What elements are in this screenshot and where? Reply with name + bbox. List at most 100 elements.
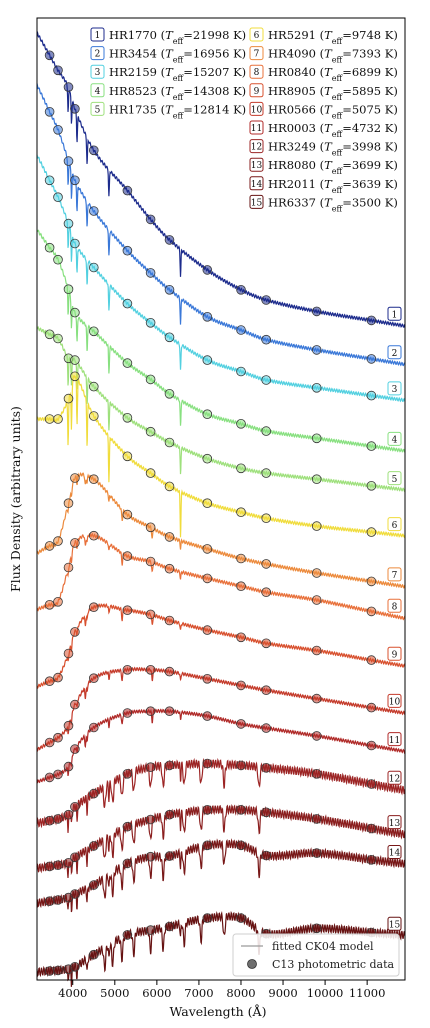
phot-point [89, 262, 99, 273]
series-legend: 1 HR1770 (Teff=21998 K) 2 HR3454 (Teff=1695… [90, 27, 398, 213]
legend-index-label: 4 [95, 87, 101, 97]
curve-index-box [387, 567, 402, 582]
phot-point [311, 568, 322, 578]
phot-point [122, 245, 133, 256]
legend-index-label: 9 [254, 87, 260, 97]
phot-point [236, 553, 246, 564]
phot-point [122, 185, 133, 196]
spectrum-line-11 [36, 708, 406, 784]
legend-index-label: 3 [95, 68, 101, 78]
curve-index-box [387, 598, 402, 613]
phot-point [202, 453, 213, 464]
legend-index-box [249, 83, 264, 98]
phot-point [164, 760, 175, 771]
curve-index-box [387, 770, 402, 785]
curve-index-label: 9 [392, 650, 398, 660]
phot-point [53, 192, 63, 203]
phot-point [145, 214, 156, 225]
phot-point [164, 563, 175, 574]
phot-point [63, 761, 74, 772]
phot-point [366, 823, 377, 834]
phot-point [44, 541, 55, 551]
phot-point [164, 235, 175, 245]
curve-index-label: 3 [392, 385, 398, 395]
phot-point [164, 615, 175, 626]
x-tick-label: 9000 [268, 986, 297, 1000]
legend-index-label: 11 [251, 124, 262, 134]
phot-point [311, 848, 322, 858]
legend-index-box [90, 64, 105, 79]
phot-point [145, 317, 156, 328]
legend-index-box [90, 27, 105, 42]
phot-point [164, 809, 175, 820]
phot-point [53, 254, 63, 265]
legend-index-box [249, 176, 264, 191]
phot-point [202, 913, 213, 923]
legend-entry-7: HR4090 (Teff=7393 K) [268, 47, 398, 65]
phot-point [261, 375, 272, 385]
curve-index-box [387, 646, 402, 661]
legend-index-box [249, 64, 264, 79]
phot-point [122, 708, 133, 718]
phot-point [53, 860, 63, 870]
phot-point [63, 648, 74, 659]
curve-index-label: 2 [392, 349, 398, 359]
curve-index-box [387, 517, 402, 532]
phot-point [261, 685, 272, 695]
legend-index-box [249, 139, 264, 154]
phot-point [236, 804, 246, 815]
phot-point [261, 295, 272, 305]
phot-point [236, 418, 246, 429]
curve-index-box [387, 815, 402, 830]
curve-index-label: 15 [389, 921, 401, 931]
legend-model-label: fitted CK04 model [272, 940, 374, 953]
model-data-legend: fitted CK04 model C13 photometric data [232, 933, 400, 977]
phot-point [202, 311, 213, 322]
x-tick-label: 6000 [142, 986, 171, 1000]
legend-data-label: C13 photometric data [272, 958, 395, 971]
curve-index-label: 1 [392, 310, 398, 320]
phot-point [261, 807, 272, 818]
phot-point [89, 602, 99, 612]
phot-point [164, 532, 175, 542]
phot-point [261, 638, 272, 649]
phot-point [145, 851, 156, 862]
legend-entry-10: HR0566 (Teff=5075 K) [268, 102, 398, 120]
phot-point [53, 814, 63, 824]
legend-entry-9: HR8905 (Teff=5895 K) [268, 84, 398, 102]
curve-index-label: 14 [389, 849, 401, 859]
phot-point [261, 513, 272, 523]
curve-index-label: 6 [392, 521, 398, 531]
phot-point [311, 814, 322, 824]
spectrum-line-3 [36, 154, 406, 403]
legend-entry-15: HR6337 (Teff=3500 K) [268, 195, 398, 213]
phot-point [89, 841, 99, 851]
spectrum-line-12 [36, 757, 406, 833]
phot-point [145, 664, 156, 675]
phot-point [122, 664, 133, 675]
phot-point [122, 930, 133, 940]
phot-point [311, 595, 322, 605]
x-tick-label: 8000 [226, 986, 255, 1000]
curve-index-label: 8 [392, 603, 398, 613]
x-tick-label: 5000 [100, 986, 129, 1000]
phot-point [202, 625, 213, 635]
phot-point [145, 426, 156, 437]
phot-point [366, 480, 377, 491]
legend-index-box [90, 101, 105, 116]
plot-frame [36, 17, 406, 981]
phot-point [366, 354, 377, 364]
legend-index-label: 8 [254, 68, 260, 78]
phot-point [236, 632, 246, 643]
phot-point [44, 861, 55, 872]
phot-point [261, 850, 272, 861]
legend-entry-12: HR3249 (Teff=3998 K) [268, 140, 398, 158]
legend-entry-11: HR0003 (Teff=4732 K) [268, 121, 398, 139]
phot-point [122, 858, 133, 869]
spectrum-line-5 [36, 325, 406, 493]
phot-point [53, 333, 63, 344]
curve-index-label: 13 [389, 819, 401, 829]
phot-point [63, 82, 74, 92]
